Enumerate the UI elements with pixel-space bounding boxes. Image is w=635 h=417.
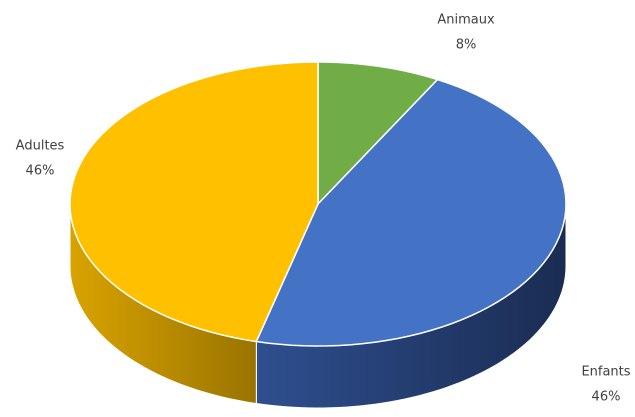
slice — [317, 61, 439, 206]
data-label-category: Adultes — [16, 139, 65, 154]
data-label-category: Animaux — [437, 13, 495, 28]
slice — [69, 61, 319, 343]
data-label-value: 46% — [592, 390, 621, 405]
data-label-category: Enfants — [581, 365, 630, 380]
data-label-value: 8% — [456, 38, 477, 53]
data-label-value: 46% — [26, 164, 55, 179]
slice — [255, 78, 567, 347]
